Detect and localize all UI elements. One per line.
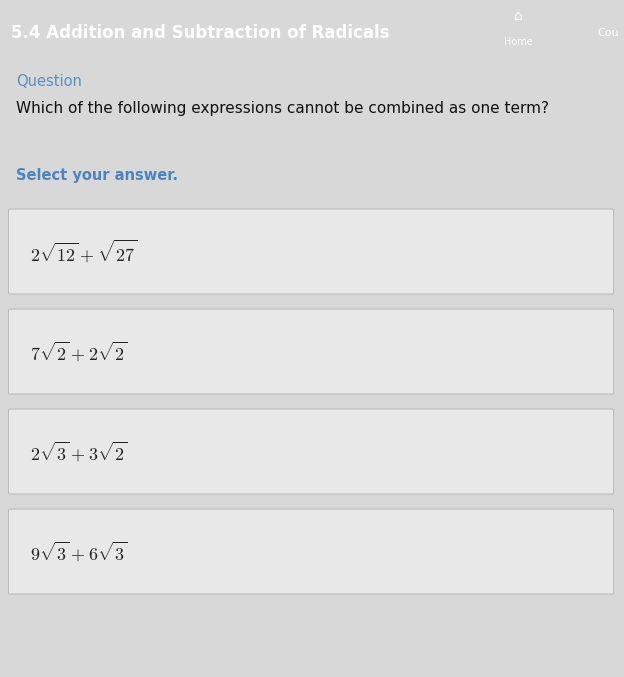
Text: $2\sqrt{12} + \sqrt{27}$: $2\sqrt{12} + \sqrt{27}$ — [30, 238, 138, 265]
Text: Which of the following expressions cannot be combined as one term?: Which of the following expressions canno… — [16, 100, 549, 116]
FancyBboxPatch shape — [9, 509, 613, 594]
Text: Question: Question — [16, 74, 82, 89]
Text: Home: Home — [504, 37, 532, 47]
Text: Cou: Cou — [598, 28, 620, 39]
Text: Select your answer.: Select your answer. — [16, 167, 178, 183]
Text: $7\sqrt{2} + 2\sqrt{2}$: $7\sqrt{2} + 2\sqrt{2}$ — [30, 340, 128, 364]
Text: $9\sqrt{3} + 6\sqrt{3}$: $9\sqrt{3} + 6\sqrt{3}$ — [30, 540, 128, 563]
FancyBboxPatch shape — [9, 309, 613, 394]
Text: $2\sqrt{3} + 3\sqrt{2}$: $2\sqrt{3} + 3\sqrt{2}$ — [30, 439, 128, 464]
FancyBboxPatch shape — [9, 209, 613, 294]
Text: 5.4 Addition and Subtraction of Radicals: 5.4 Addition and Subtraction of Radicals — [11, 24, 390, 42]
Text: ⌂: ⌂ — [514, 9, 522, 22]
FancyBboxPatch shape — [9, 409, 613, 494]
